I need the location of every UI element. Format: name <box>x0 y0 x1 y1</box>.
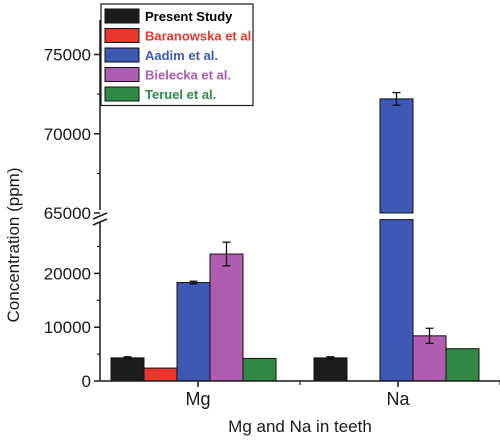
bar <box>176 282 211 382</box>
axis-break-mark <box>92 212 108 220</box>
y-tick-label: 70000 <box>44 125 91 144</box>
bar <box>143 367 178 382</box>
legend-swatch <box>104 8 140 24</box>
y-tick-label: 20000 <box>44 264 91 283</box>
legend-label: Bielecka et al. <box>145 68 231 83</box>
y-axis-title: Concentration (ppm) <box>4 168 23 323</box>
legend: Present Study Baranowska et al. Aadim et a… <box>100 3 255 107</box>
axis-break-mark <box>92 218 108 226</box>
bar <box>110 357 145 382</box>
x-tick-label: Mg <box>185 389 210 409</box>
legend-label: Teruel et al. <box>145 87 216 102</box>
x-axis-title: Mg and Na in teeth <box>228 417 372 436</box>
y-tick-label: 0 <box>82 372 91 391</box>
legend-swatch <box>104 67 140 82</box>
bar <box>445 348 480 382</box>
y-tick-label: 10000 <box>44 318 91 337</box>
axes-layer: 0 10000 20000 65000 70000 75000 Mg Na <box>44 20 500 409</box>
y-tick-label: 65000 <box>44 204 91 223</box>
legend-label: Aadim et al. <box>145 48 218 63</box>
bar <box>313 357 348 382</box>
legend-label: Baranowska et al. <box>145 29 255 44</box>
legend-swatch <box>104 28 140 43</box>
bar <box>379 219 414 382</box>
legend-swatch <box>104 47 140 63</box>
bar <box>242 357 277 382</box>
y-tick-label: 75000 <box>44 46 91 65</box>
legend-label: Present Study <box>145 9 233 24</box>
x-tick-label: Na <box>386 389 410 409</box>
legend-swatch <box>104 86 140 102</box>
bars-layer <box>110 91 480 382</box>
bar <box>209 253 244 382</box>
bar <box>379 98 414 214</box>
